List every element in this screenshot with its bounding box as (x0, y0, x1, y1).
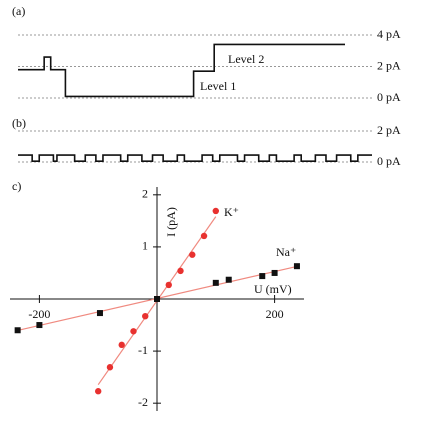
data-point (293, 263, 300, 270)
data-point (95, 388, 102, 395)
panel-label: c) (12, 179, 21, 193)
data-point (130, 328, 137, 335)
level-label: 0 pA (377, 154, 401, 168)
data-point (154, 296, 160, 302)
data-point (259, 273, 266, 280)
y-tick-label: 1 (142, 239, 148, 253)
data-point (271, 269, 278, 276)
annotation: Level 2 (228, 52, 264, 66)
data-point (177, 267, 184, 275)
panel-label: (a) (12, 4, 25, 18)
data-point (212, 279, 219, 286)
series-label: K⁺ (224, 205, 239, 219)
data-point (36, 322, 43, 329)
data-point (142, 312, 149, 320)
data-point (225, 276, 232, 283)
data-point (96, 310, 103, 317)
current-trace (18, 43, 345, 98)
x-tick-label: 200 (266, 307, 284, 321)
x-tick-label: -200 (28, 307, 50, 321)
y-tick-label: 2 (142, 187, 148, 201)
y-tick-label: -1 (138, 343, 148, 357)
panel-label: (b) (12, 116, 26, 130)
y-axis-label: I (pA) (164, 207, 178, 237)
x-axis-label: U (mV) (254, 282, 292, 296)
data-point (200, 232, 208, 240)
data-point (189, 251, 196, 258)
current-trace (18, 154, 372, 163)
data-point (14, 327, 21, 334)
level-label: 0 pA (377, 90, 401, 104)
level-label: 2 pA (377, 58, 401, 72)
level-label: 4 pA (377, 27, 401, 41)
annotation: Level 1 (200, 79, 236, 93)
series-label: Na⁺ (276, 245, 296, 259)
data-point (165, 281, 172, 289)
data-point (118, 341, 125, 349)
data-point (212, 207, 219, 215)
data-point (106, 364, 114, 371)
y-tick-label: -2 (138, 395, 148, 409)
level-label: 2 pA (377, 123, 401, 137)
